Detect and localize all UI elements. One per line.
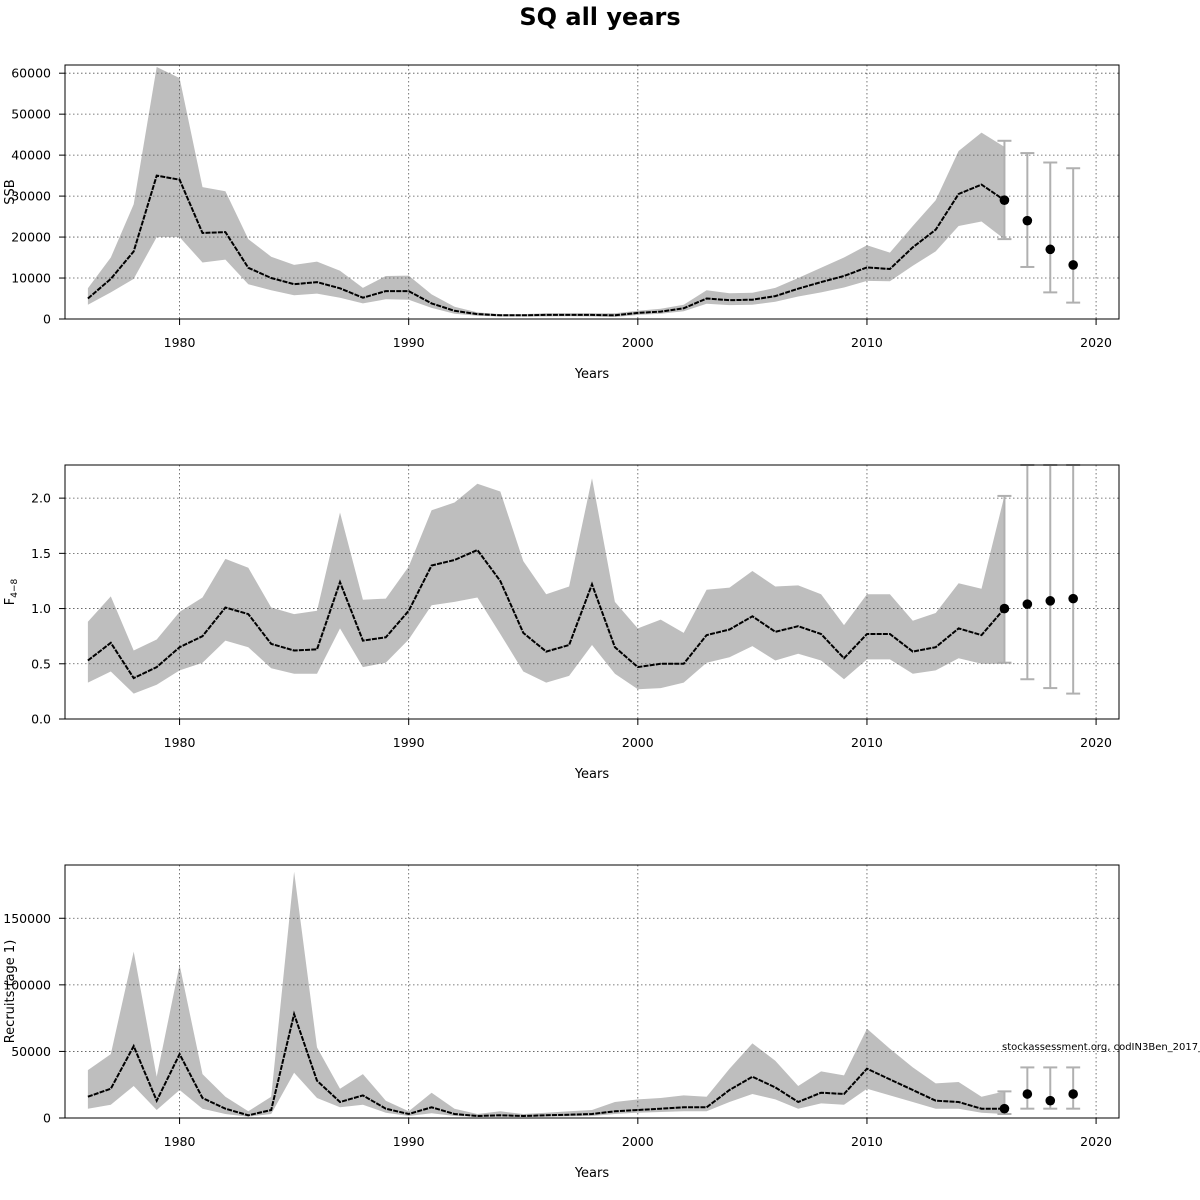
rec-confidence-band bbox=[87, 871, 1005, 1117]
ssb-ytick-label: 0 bbox=[43, 312, 51, 327]
rec-forecast-point bbox=[1022, 1089, 1033, 1099]
rec-panel: 1980 1990 2000 2010 2020 0 50000 100000 150000 Ye… bbox=[3, 864, 1120, 1181]
ssb-ytick-label: 40000 bbox=[11, 148, 51, 163]
ssb-forecast-point bbox=[1068, 260, 1078, 270]
ssb-ytick-label: 30000 bbox=[11, 189, 51, 204]
rec-yaxis-title: Recruits (age 1) bbox=[3, 940, 18, 1044]
f-ytick-label: 0.0 bbox=[31, 712, 51, 727]
rec-xtick-label: 1990 bbox=[393, 1134, 425, 1149]
ssb-xtick-label: 2010 bbox=[851, 335, 883, 350]
rec-xtick-label: 2010 bbox=[851, 1134, 883, 1149]
f-xtick-label: 2010 bbox=[851, 735, 883, 750]
ssb-confidence-band bbox=[87, 67, 1005, 317]
f-xtick-label: 2020 bbox=[1080, 735, 1112, 750]
f-xtick-label: 1980 bbox=[164, 735, 196, 750]
ssb-plot-frame bbox=[64, 64, 1120, 320]
ssb-xtick-label: 1990 bbox=[393, 335, 425, 350]
f-ytick-label: 1.0 bbox=[31, 601, 51, 616]
ssb-xtick-label: 1980 bbox=[164, 335, 196, 350]
ssb-forecast-point bbox=[1045, 244, 1056, 255]
f-forecast-point bbox=[1022, 599, 1033, 609]
rec-ytick-label: 150000 bbox=[3, 911, 51, 926]
rec-ytick-label: 50000 bbox=[11, 1044, 51, 1059]
rec-estimate-line bbox=[87, 1010, 1005, 1118]
f-panel: 1980 1990 2000 2010 2020 0.0 0.5 1.0 1.5 2.0 Years… bbox=[3, 464, 1120, 782]
f-forecast-point bbox=[1068, 593, 1078, 604]
ssb-forecast-point bbox=[1022, 215, 1033, 226]
ssb-xtick-label: 2020 bbox=[1080, 335, 1112, 350]
rec-forecast-point bbox=[999, 1103, 1010, 1114]
f-yaxis-subscript: 4−8 bbox=[10, 578, 20, 597]
rec-forecast-point bbox=[1068, 1089, 1078, 1099]
rec-xtick-label: 2000 bbox=[622, 1134, 654, 1149]
credit-text: stockassessment.org, codIN3Ben_2017_ bbox=[1002, 1042, 1200, 1053]
f-plot-frame bbox=[64, 464, 1120, 720]
ssb-ytick-label: 10000 bbox=[11, 271, 51, 286]
f-xaxis-title: Years bbox=[574, 767, 610, 782]
f-yaxis-title: F4−8 bbox=[3, 578, 20, 605]
ssb-xtick-label: 2000 bbox=[622, 335, 654, 350]
chart-title: SQ all years bbox=[519, 3, 681, 31]
rec-xtick-label: 2020 bbox=[1080, 1134, 1112, 1149]
f-ytick-label: 2.0 bbox=[31, 491, 51, 506]
rec-xaxis-title: Years bbox=[574, 1166, 610, 1181]
ssb-xaxis-title: Years bbox=[574, 367, 610, 382]
ssb-estimate-line bbox=[87, 174, 1005, 317]
ssb-ytick-label: 20000 bbox=[11, 230, 51, 245]
ssb-ytick-label: 50000 bbox=[11, 107, 51, 122]
f-estimate-line bbox=[87, 548, 1006, 680]
rec-forecast-point bbox=[1045, 1095, 1056, 1106]
rec-ytick-label: 0 bbox=[43, 1111, 51, 1126]
f-forecast-point bbox=[1045, 596, 1056, 606]
f-confidence-band bbox=[87, 478, 1005, 694]
ssb-yaxis-title: SSB bbox=[3, 179, 18, 204]
rec-xtick-label: 1980 bbox=[164, 1134, 196, 1149]
f-forecast-point bbox=[999, 603, 1010, 614]
rec-plot-frame bbox=[64, 864, 1120, 1119]
f-xtick-label: 2000 bbox=[622, 735, 654, 750]
rec-ytick-label: 100000 bbox=[3, 977, 51, 992]
ssb-ytick-label: 60000 bbox=[11, 66, 51, 81]
ssb-forecast-point bbox=[999, 195, 1010, 205]
f-ytick-label: 0.5 bbox=[31, 656, 51, 671]
f-xtick-label: 1990 bbox=[393, 735, 425, 750]
f-ytick-label: 1.5 bbox=[31, 546, 51, 561]
ssb-panel: 1980 1990 2000 2010 2020 0 10000 20000 30000 4000… bbox=[3, 64, 1120, 382]
